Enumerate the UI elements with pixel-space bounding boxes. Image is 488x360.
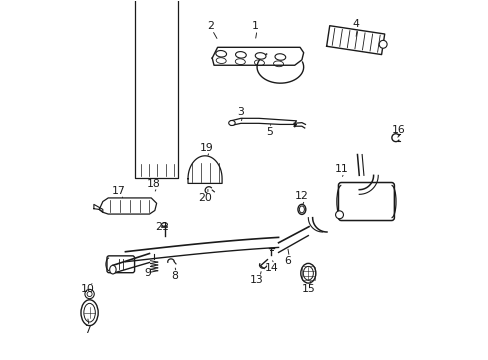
Ellipse shape	[87, 292, 92, 297]
Text: 11: 11	[334, 164, 347, 174]
Polygon shape	[99, 198, 156, 214]
Text: 21: 21	[155, 222, 168, 231]
Ellipse shape	[85, 289, 94, 299]
Text: 7: 7	[84, 325, 91, 335]
Polygon shape	[212, 47, 303, 65]
Ellipse shape	[215, 50, 226, 57]
Text: 8: 8	[171, 271, 178, 281]
Ellipse shape	[228, 121, 235, 126]
Ellipse shape	[81, 300, 98, 325]
Text: 19: 19	[200, 143, 213, 153]
Ellipse shape	[303, 266, 313, 280]
Ellipse shape	[255, 53, 265, 59]
Polygon shape	[230, 118, 296, 127]
Polygon shape	[326, 26, 384, 55]
Text: 2: 2	[206, 21, 213, 31]
Text: 10: 10	[81, 284, 94, 294]
Text: 17: 17	[112, 186, 125, 196]
Text: 14: 14	[264, 263, 278, 273]
Text: 15: 15	[302, 284, 315, 294]
Text: 4: 4	[351, 19, 358, 29]
FancyBboxPatch shape	[338, 183, 394, 221]
Text: 5: 5	[265, 127, 272, 136]
Text: 12: 12	[294, 191, 308, 201]
FancyBboxPatch shape	[107, 256, 134, 273]
Ellipse shape	[162, 223, 167, 226]
Ellipse shape	[235, 51, 246, 58]
Text: 16: 16	[391, 125, 405, 135]
Text: 1: 1	[251, 21, 258, 31]
Ellipse shape	[109, 265, 116, 274]
Polygon shape	[187, 156, 222, 183]
Ellipse shape	[300, 264, 315, 283]
Ellipse shape	[83, 303, 95, 322]
Text: 3: 3	[237, 107, 244, 117]
Text: 6: 6	[284, 256, 290, 266]
Polygon shape	[94, 204, 102, 212]
Ellipse shape	[335, 211, 343, 219]
Ellipse shape	[378, 40, 386, 48]
Text: 9: 9	[144, 267, 151, 278]
Text: 13: 13	[250, 275, 264, 285]
Ellipse shape	[297, 204, 305, 215]
Polygon shape	[135, 0, 178, 178]
Text: 18: 18	[147, 179, 161, 189]
Ellipse shape	[299, 206, 304, 213]
Ellipse shape	[274, 54, 285, 60]
Text: 20: 20	[198, 193, 212, 203]
